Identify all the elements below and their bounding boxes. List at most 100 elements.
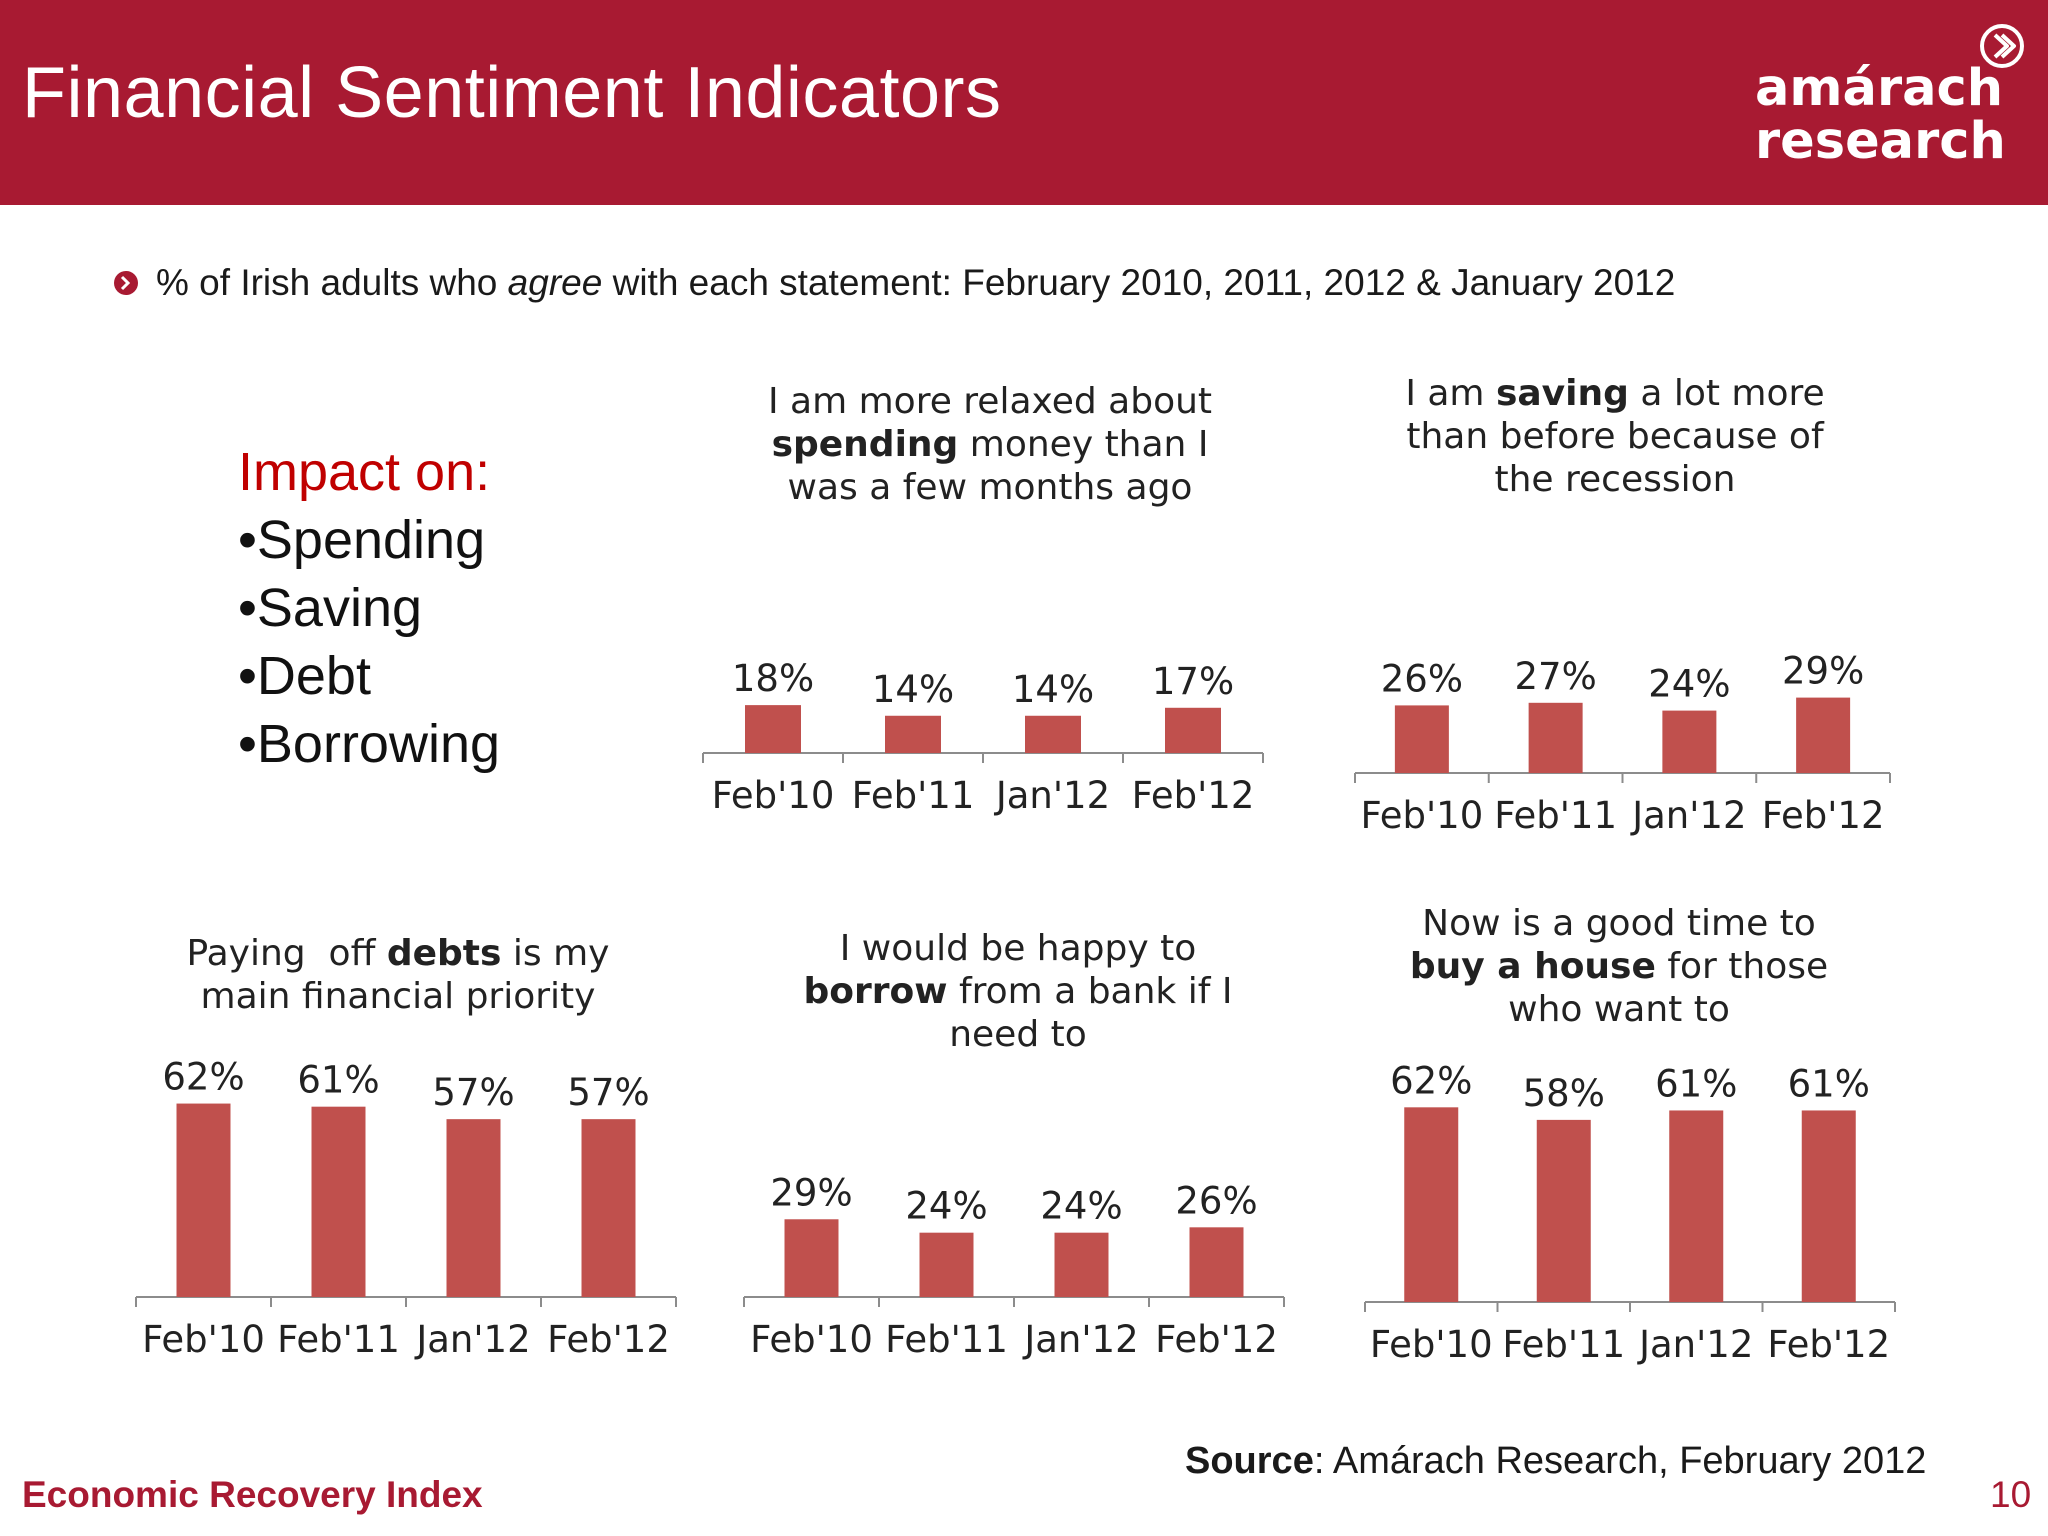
chart-title-text: need to [949, 1014, 1087, 1055]
x-tick-label: Feb'10 [1370, 1323, 1493, 1366]
description-text-end: with each statement: February 2010, 2011… [602, 262, 1676, 303]
bar-spending-2 [1025, 715, 1081, 753]
bar-spending-0 [745, 705, 801, 753]
chart-saving: 26% Feb'10 27% Feb'11 24% Jan'12 29% Feb'12 [1354, 650, 1891, 837]
x-tick-label: Feb'11 [885, 1318, 1008, 1361]
x-tick-label: Feb'10 [750, 1318, 873, 1361]
source-label: Source [1185, 1440, 1314, 1482]
data-label: 58% [1523, 1072, 1605, 1115]
chart-title-text: I would be happy to [839, 928, 1197, 969]
chart-title-text: I am [1405, 373, 1496, 414]
x-tick-label: Jan'12 [1637, 1323, 1753, 1366]
chart-title-text: is my [501, 933, 610, 974]
chart-title-borrow: I would be happy to borrow from a bank if… [718, 927, 1318, 1056]
header-bar: Financial Sentiment Indicators amárach r… [0, 0, 2048, 205]
bar-borrow-0 [784, 1219, 839, 1297]
bar-saving-0 [1394, 705, 1449, 773]
data-label: 29% [770, 1171, 852, 1214]
data-label: 29% [1782, 650, 1864, 693]
bar-house-1 [1536, 1119, 1591, 1302]
chart-title-text: main financial priority [200, 976, 596, 1017]
x-tick-label: Feb'12 [1132, 774, 1255, 817]
chart-debts: 62% Feb'10 61% Feb'11 57% Jan'12 57% Feb'12 [135, 1056, 677, 1361]
bar-borrow-1 [919, 1232, 974, 1297]
chart-title-text: was a few months ago [787, 467, 1193, 508]
chart-title-text: from a bank if I [947, 971, 1233, 1012]
data-label: 61% [1788, 1062, 1870, 1105]
bar-borrow-3 [1189, 1227, 1244, 1297]
description-emphasis: agree [507, 262, 603, 303]
chart-title-line: Now is a good time to [1319, 902, 1919, 945]
impact-heading: Impact on: [238, 442, 491, 502]
chart-borrow: 29% Feb'10 24% Feb'11 24% Jan'12 26% Feb'12 [743, 1171, 1285, 1361]
bar-debts-3 [581, 1119, 636, 1297]
chart-title-spending: I am more relaxed about spending money th… [690, 380, 1290, 509]
page-title: Financial Sentiment Indicators [22, 53, 1002, 133]
chart-title-line: than before because of [1315, 415, 1915, 458]
chart-title-keyword: spending [771, 424, 959, 465]
x-tick-label: Feb'10 [712, 774, 835, 817]
logo-line-1: amárach [1755, 59, 2004, 118]
data-label: 17% [1152, 660, 1234, 703]
chart-title-line: borrow from a bank if I [718, 970, 1318, 1013]
chart-description: % of Irish adults who agree with each st… [112, 262, 1675, 304]
chart-title-text: I am more relaxed about [767, 381, 1213, 422]
bar-debts-0 [176, 1103, 231, 1297]
chart-house: 62% Feb'10 58% Feb'11 61% Jan'12 61% Feb'12 [1364, 1059, 1896, 1366]
bar-house-3 [1801, 1110, 1856, 1302]
footer-brand: Economic Recovery Index [22, 1474, 483, 1515]
bar-borrow-2 [1054, 1232, 1109, 1297]
chart-title-keyword: borrow [803, 971, 948, 1012]
chart-title-house: Now is a good time to buy a house for tho… [1319, 902, 1919, 1031]
data-label: 61% [1655, 1062, 1737, 1105]
bar-house-0 [1404, 1107, 1459, 1302]
data-label: 14% [872, 668, 954, 711]
x-tick-label: Feb'11 [1502, 1323, 1625, 1366]
chart-title-line: the recession [1315, 458, 1915, 501]
chart-title-line: I would be happy to [718, 927, 1318, 970]
chevron-bullet-icon [114, 271, 138, 295]
data-label: 24% [1648, 663, 1730, 706]
x-tick-label: Feb'10 [1360, 794, 1483, 837]
data-label: 14% [1012, 668, 1094, 711]
bar-debts-1 [311, 1106, 366, 1297]
data-label: 62% [162, 1056, 244, 1099]
chart-title-line: buy a house for those [1319, 945, 1919, 988]
data-label: 57% [567, 1071, 649, 1114]
bar-spending-1 [885, 715, 941, 753]
chart-title-line: who want to [1319, 988, 1919, 1031]
bar-saving-1 [1528, 702, 1583, 773]
x-tick-label: Feb'12 [1155, 1318, 1278, 1361]
chart-title-text: than before because of [1406, 416, 1824, 457]
x-tick-label: Feb'11 [277, 1318, 400, 1361]
data-label: 27% [1515, 655, 1597, 698]
chart-title-line: need to [718, 1013, 1318, 1056]
x-tick-label: Feb'11 [1494, 794, 1617, 837]
x-tick-label: Feb'10 [142, 1318, 265, 1361]
data-label: 57% [432, 1071, 514, 1114]
x-tick-label: Feb'12 [1762, 794, 1885, 837]
company-logo: amárach research [1755, 59, 2006, 168]
chart-spending: 18% Feb'10 14% Feb'11 14% Jan'12 17% Feb'12 [702, 657, 1264, 817]
data-label: 61% [297, 1059, 379, 1102]
bar-saving-2 [1662, 710, 1717, 773]
x-tick-label: Feb'11 [852, 774, 975, 817]
chart-title-line: Paying off debts is my [98, 932, 698, 975]
chart-title-text: the recession [1494, 459, 1736, 500]
impact-item-spending: •Spending [238, 510, 486, 570]
x-tick-label: Jan'12 [1630, 794, 1746, 837]
chart-title-keyword: debts [386, 933, 502, 974]
bar-debts-2 [446, 1119, 501, 1297]
chart-title-keyword: buy a house [1409, 946, 1656, 987]
bar-house-2 [1669, 1110, 1724, 1302]
x-tick-label: Feb'12 [547, 1318, 670, 1361]
bar-spending-3 [1165, 707, 1221, 753]
chart-title-line: spending money than I [690, 423, 1290, 466]
chart-title-text: who want to [1508, 989, 1730, 1030]
impact-item-borrowing: •Borrowing [238, 714, 501, 774]
x-tick-label: Jan'12 [994, 774, 1110, 817]
impact-item-debt: •Debt [238, 646, 371, 706]
bar-saving-3 [1796, 697, 1851, 773]
source-note: Source: Amárach Research, February 2012 [1185, 1440, 1926, 1483]
chart-title-line: was a few months ago [690, 466, 1290, 509]
